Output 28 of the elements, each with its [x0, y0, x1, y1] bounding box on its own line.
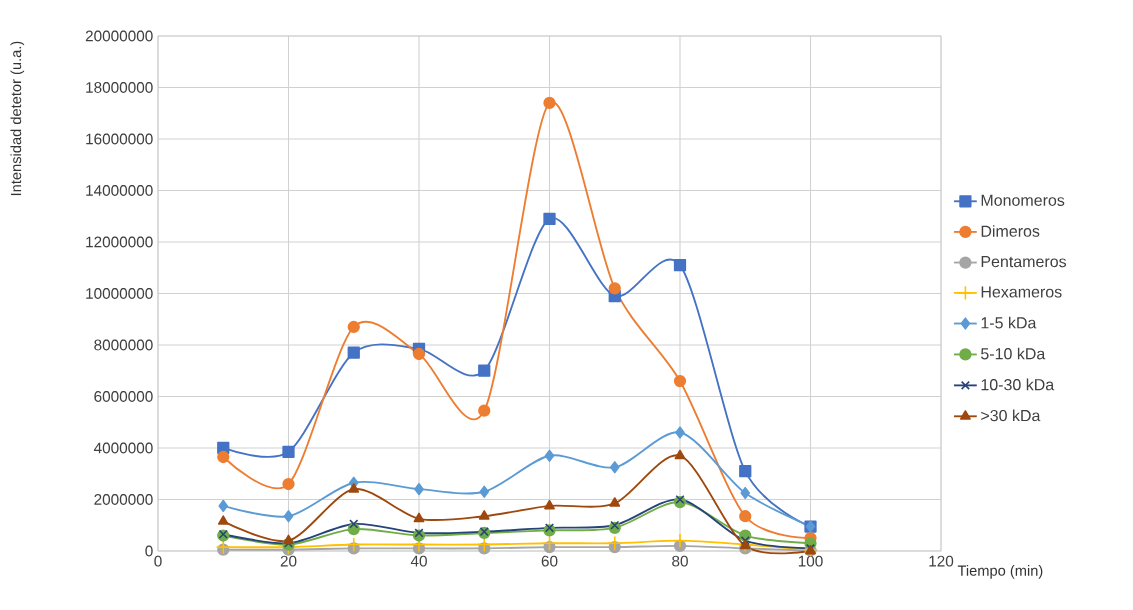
- y-tick-label: 12000000: [86, 236, 153, 248]
- legend-label: >30 kDa: [981, 409, 1041, 422]
- legend-label: Pentameros: [981, 256, 1067, 268]
- y-tick-label: 16000000: [86, 133, 153, 145]
- y-tick-label: 10000000: [86, 288, 153, 299]
- legend-label: 5-10 kDa: [981, 347, 1046, 360]
- x-tick-label: 120: [929, 555, 954, 567]
- y-tick-label: 8000000: [94, 339, 153, 351]
- x-tick-label: 0: [154, 555, 162, 567]
- x-tick-label: 100: [798, 555, 823, 567]
- y-tick-label: 20000000: [85, 30, 153, 42]
- x-tick-label: 60: [541, 555, 558, 567]
- y-tick-label: 6000000: [94, 391, 153, 402]
- y-tick-label: 0: [145, 545, 153, 557]
- x-tick-label: 20: [280, 555, 297, 567]
- x-axis-title: Tiempo (min): [957, 565, 1043, 579]
- y-axis-title: Intensidad detetor (u.a.): [10, 41, 25, 196]
- x-tick-label: 80: [672, 555, 688, 567]
- legend-label: Monomeros: [981, 194, 1065, 206]
- y-tick-label: 18000000: [86, 82, 153, 93]
- y-tick-label: 4000000: [93, 442, 153, 454]
- legend-label: 10-30 kDa: [981, 378, 1055, 391]
- legend-label: 1-5 kDa: [981, 316, 1037, 329]
- legend-label: Dimeros: [981, 225, 1040, 237]
- x-tick-label: 40: [410, 555, 427, 567]
- y-tick-label: 2000000: [94, 494, 153, 505]
- legend-label: Hexameros: [981, 286, 1062, 298]
- y-tick-label: 14000000: [86, 185, 153, 196]
